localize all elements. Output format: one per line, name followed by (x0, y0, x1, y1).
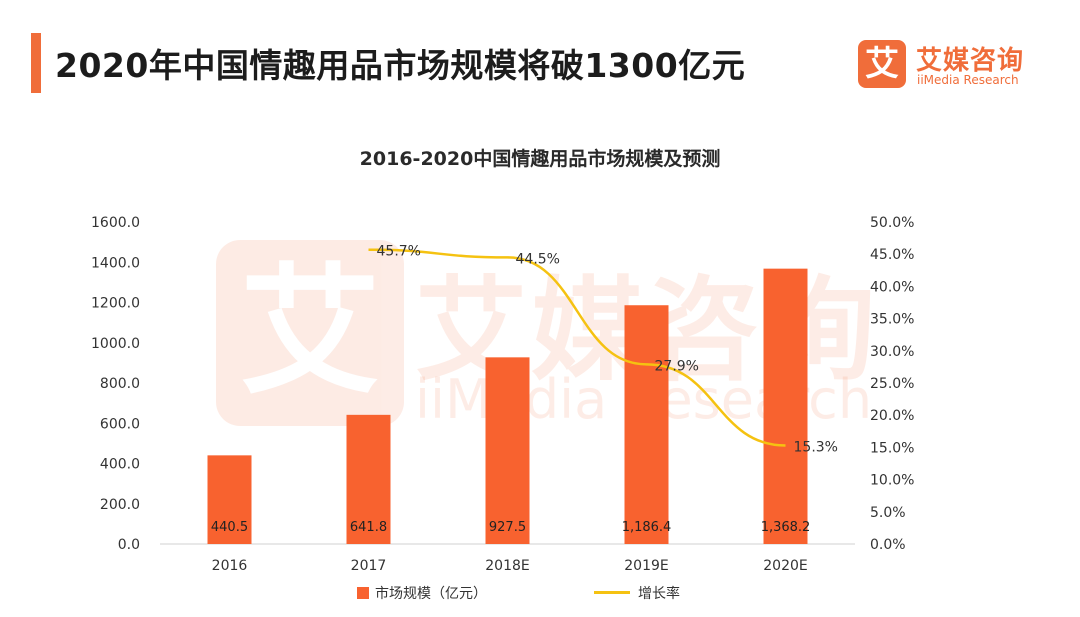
watermark-logo-icon: 艾 (216, 240, 404, 426)
y-left-tick-label: 1400.0 (91, 255, 140, 271)
brand-name-cn: 艾媒咨询 (916, 46, 1025, 76)
y-right-tick-label: 25.0% (870, 376, 914, 392)
y-right-tick-label: 0.0% (870, 537, 906, 553)
y-left-tick-label: 800.0 (100, 376, 140, 392)
chart-title: 2016-2020中国情趣用品市场规模及预测 (359, 148, 721, 170)
bar (346, 414, 391, 544)
bar-data-label: 1,186.4 (622, 520, 672, 535)
bar (207, 455, 252, 544)
y-right-tick-label: 20.0% (870, 408, 914, 424)
legend-bar-swatch (357, 587, 369, 599)
title-accent-bar (31, 33, 41, 93)
x-tick-label: 2020E (763, 558, 807, 574)
bar-data-label: 440.5 (211, 520, 248, 535)
y-left-tick-label: 1000.0 (91, 336, 140, 352)
y-right-tick-label: 35.0% (870, 312, 914, 328)
x-tick-label: 2016 (212, 558, 248, 574)
x-tick-label: 2017 (351, 558, 387, 574)
y-left-tick-label: 200.0 (100, 497, 140, 513)
brand-logo: 艾 艾媒咨询 iiMedia Research (858, 40, 1058, 92)
line-data-label: 44.5% (516, 251, 560, 267)
x-tick-label: 2019E (624, 558, 668, 574)
y-right-tick-label: 45.0% (870, 247, 914, 263)
y-right-tick-label: 40.0% (870, 279, 914, 295)
growth-line (368, 248, 786, 447)
y-right-tick-label: 10.0% (870, 473, 914, 489)
y-left-tick-label: 400.0 (100, 457, 140, 473)
line-data-label: 27.9% (655, 358, 699, 374)
bar-data-label: 1,368.2 (761, 520, 811, 535)
brand-name-en: iiMedia Research (917, 73, 1019, 87)
y-right-tick-label: 30.0% (870, 344, 914, 360)
y-left-tick-label: 0.0 (118, 537, 140, 553)
bar (763, 268, 808, 544)
y-right-tick-label: 15.0% (870, 440, 914, 456)
y-right-tick-label: 50.0% (870, 215, 914, 231)
legend-bar-label: 市场规模（亿元） (375, 586, 487, 602)
bar (624, 305, 669, 544)
y-right-tick-label: 5.0% (870, 505, 906, 521)
brand-mark-icon: 艾 (858, 40, 906, 88)
legend-item-bar: 市场规模（亿元） (357, 583, 487, 603)
legend-line-label: 增长率 (638, 586, 680, 602)
legend-item-line: 增长率 (594, 583, 680, 603)
bar-data-label: 927.5 (489, 520, 526, 535)
page-title: 2020年中国情趣用品市场规模将破1300亿元 (55, 46, 746, 85)
bar-data-label: 641.8 (350, 520, 387, 535)
line-data-label: 45.7% (377, 244, 421, 260)
x-tick-label: 2018E (485, 558, 529, 574)
y-left-tick-label: 1200.0 (91, 296, 140, 312)
y-left-tick-label: 1600.0 (91, 215, 140, 231)
bar (485, 357, 530, 544)
line-data-label: 15.3% (794, 439, 838, 455)
legend-line-swatch (594, 591, 630, 594)
y-left-tick-label: 600.0 (100, 416, 140, 432)
